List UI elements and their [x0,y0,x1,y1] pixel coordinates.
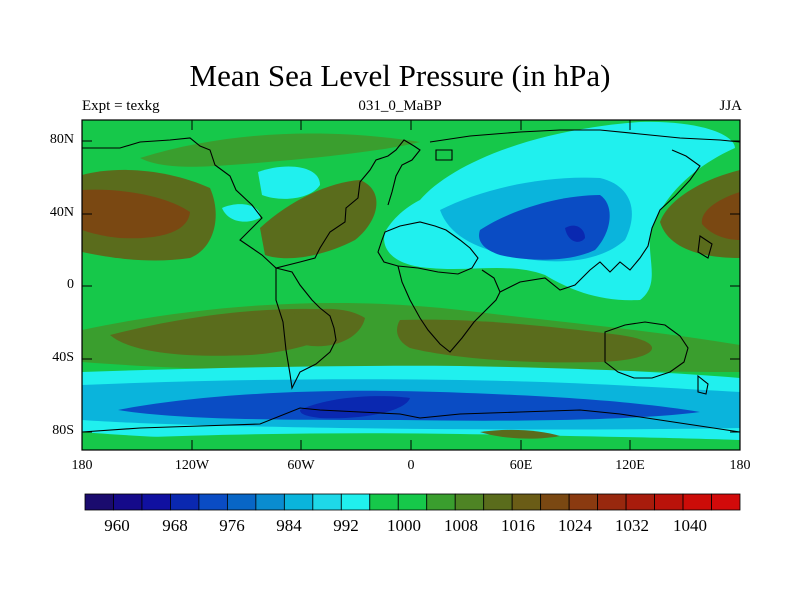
colorbar-label: 984 [276,516,302,535]
colorbar-swatch [170,493,200,511]
pressure-region [701,192,740,240]
colorbar-swatch [283,493,314,511]
lon-label: 60W [287,458,315,473]
colorbar-swatch [141,493,171,511]
pressure-field [82,120,740,450]
colorbar-swatch [255,493,285,511]
colorbar-swatch [511,493,542,511]
pressure-region [222,204,261,222]
lat-label: 40S [52,350,74,365]
colorbar-swatch [426,493,456,511]
colorbar-label: 968 [162,516,188,535]
lon-label: 120E [615,458,645,473]
lat-label: 80N [49,132,74,147]
colorbar-label: 1040 [673,516,707,535]
pressure-region [140,133,420,167]
lat-label: 0 [67,277,74,292]
colorbar-label: 1016 [501,516,535,535]
colorbar-swatch [312,493,342,511]
chart-title: Mean Sea Level Pressure (in hPa) [189,58,611,93]
pressure-region [479,195,610,260]
run-label: 031_0_MaBP [358,98,442,114]
colorbar-swatch [340,493,371,511]
colorbar-label: 960 [104,516,130,535]
colorbar-label: 992 [333,516,359,535]
pressure-region [110,308,346,356]
colorbar-label: 1000 [387,516,421,535]
lon-label: 0 [407,458,415,473]
pressure-region [480,429,560,439]
pressure-region [258,166,320,199]
pressure-region [288,308,365,347]
colorbar-label: 1032 [615,516,649,535]
coastlines [82,120,740,450]
colorbar-swatch [597,493,627,511]
colorbar-swatch [540,493,570,511]
colorbar-swatch [625,493,655,511]
axis-ticks [81,120,741,450]
lon-label: 60E [509,458,533,473]
colorbar-swatch [711,493,741,511]
colorbar-swatch [397,493,428,511]
colorbar-swatch [483,493,513,511]
colorbar-label: 1008 [444,516,478,535]
pressure-region [118,390,700,421]
colorbar [84,493,741,511]
colorbar-swatch [654,493,684,511]
lon-label: 180 [71,458,93,473]
season-label: JJA [719,98,742,114]
colorbar-swatch [568,493,599,511]
experiment-label: Expt = texkg [82,98,160,114]
pressure-region [82,189,190,239]
pressure-region [565,225,585,242]
lon-label: 180 [729,458,751,473]
colorbar-swatch [369,493,399,511]
lat-label: 40N [49,205,74,220]
colorbar-swatch [198,493,228,511]
lon-label: 120W [174,458,210,473]
pressure-region [397,319,653,363]
colorbar-swatch [682,493,712,511]
colorbar-label: 1024 [558,516,592,535]
colorbar-swatch [84,493,114,511]
colorbar-swatch [226,493,257,511]
pressure-region [260,180,377,259]
colorbar-swatch [113,493,143,511]
colorbar-label: 976 [219,516,245,535]
lat-label: 80S [52,423,74,438]
colorbar-swatch [454,493,485,511]
